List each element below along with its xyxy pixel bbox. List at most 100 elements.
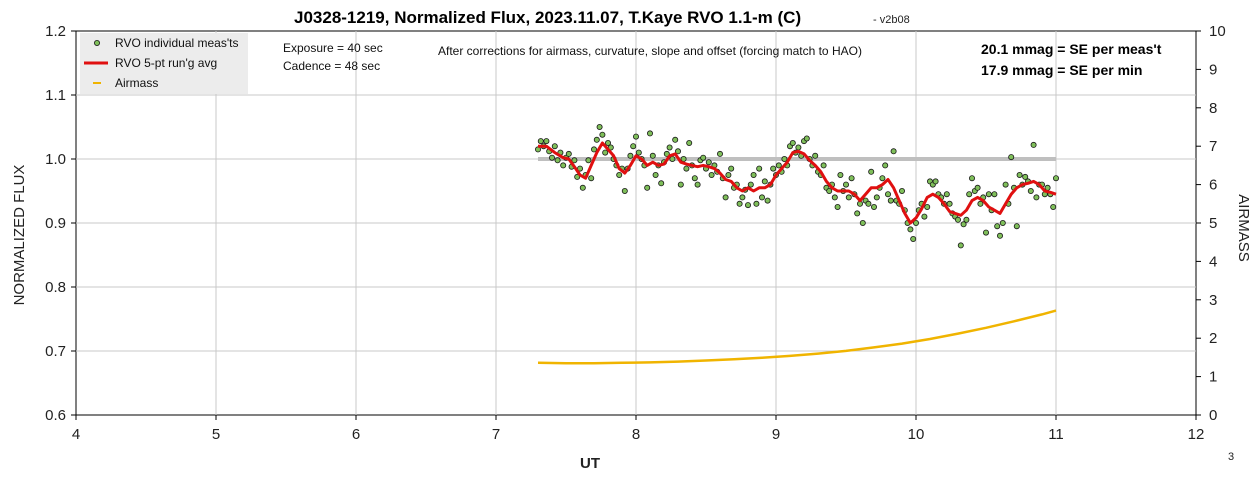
x-tick-label: 4 — [72, 426, 80, 443]
y-tick-label: 0.8 — [45, 279, 66, 296]
measurement-point — [1053, 175, 1060, 182]
x-tick-label: 11 — [1048, 426, 1064, 443]
measurement-point — [999, 219, 1006, 226]
se-min-note: 17.9 mmag = SE per min — [981, 62, 1142, 78]
x-tick-label: 8 — [632, 426, 640, 443]
measurement-point — [761, 178, 768, 185]
y2-axis-label: AIRMASS — [1235, 194, 1252, 262]
measurement-point — [675, 148, 682, 155]
measurement-point — [596, 124, 603, 131]
measurement-point — [644, 184, 651, 191]
y-tick-label: 1.1 — [45, 87, 66, 104]
measurement-point — [826, 187, 833, 194]
measurement-point — [680, 155, 687, 162]
measurement-point — [691, 175, 698, 182]
measurement-point — [725, 171, 732, 178]
measurement-point — [983, 229, 990, 236]
measurement-point — [899, 187, 906, 194]
measurement-point — [977, 200, 984, 207]
x-axis-label: UT — [580, 455, 600, 472]
y-tick-label: 0.9 — [45, 215, 66, 232]
measurement-point — [854, 210, 861, 217]
measurement-point — [943, 191, 950, 198]
measurement-point — [658, 180, 665, 187]
measurement-point — [722, 194, 729, 201]
measurement-point — [1033, 194, 1040, 201]
measurement-point — [957, 242, 964, 249]
measurement-point — [602, 149, 609, 156]
measurement-point — [820, 162, 827, 169]
y-tick-label: 1.2 — [45, 23, 66, 40]
measurement-point — [969, 175, 976, 182]
measurement-point — [574, 173, 581, 180]
measurement-point — [1008, 154, 1015, 161]
measurement-point — [759, 194, 766, 201]
measurement-point — [756, 165, 763, 172]
y2-tick-label: 6 — [1209, 177, 1217, 194]
measurement-point — [974, 184, 981, 191]
measurement-point — [745, 202, 752, 209]
measurement-point — [621, 187, 628, 194]
x-tick-label: 10 — [908, 426, 925, 443]
y2-tick-label: 8 — [1209, 100, 1217, 117]
measurement-point — [565, 150, 572, 157]
measurement-point — [672, 136, 679, 143]
chart-title-suffix: - v2b08 — [873, 14, 910, 26]
measurement-point — [683, 165, 690, 172]
se-meas-note: 20.1 mmag = SE per meas't — [981, 41, 1162, 57]
x-tick-label: 6 — [352, 426, 360, 443]
measurement-point — [910, 235, 917, 242]
measurement-point — [879, 175, 886, 182]
measurement-point — [549, 154, 556, 161]
legend: RVO individual meas'ts RVO 5-pt run'g av… — [80, 33, 248, 94]
measurement-point — [1027, 187, 1034, 194]
measurement-point — [543, 138, 550, 145]
measurement-point — [812, 152, 819, 159]
measurement-point — [1002, 181, 1009, 188]
measurement-point — [753, 200, 760, 207]
chart-title: J0328-1219, Normalized Flux, 2023.11.07,… — [294, 8, 801, 27]
airmass-line — [537, 309, 1057, 365]
measurement-point — [677, 181, 684, 188]
y-tick-label: 0.7 — [45, 343, 66, 360]
measurement-point — [694, 181, 701, 188]
y2-tick-label: 2 — [1209, 330, 1217, 347]
legend-label-scatter: RVO individual meas'ts — [115, 36, 238, 50]
measurement-point — [591, 146, 598, 153]
measurement-point — [963, 216, 970, 223]
measurement-point — [991, 191, 998, 198]
measurement-point — [652, 171, 659, 178]
measurement-point — [966, 191, 973, 198]
measurement-point — [843, 181, 850, 188]
measurement-point — [907, 226, 914, 233]
measurement-point — [588, 175, 595, 182]
ticks-layer: 4 5 6 7 8 9 10 11 120.60.70.80.91.01.11.20123456… — [45, 23, 1226, 443]
y2-tick-label: 9 — [1209, 61, 1217, 78]
measurement-point — [537, 138, 544, 145]
measurement-point — [803, 135, 810, 142]
measurement-point — [1050, 203, 1057, 210]
y2-tick-label: 4 — [1209, 253, 1217, 270]
y2-tick-label: 5 — [1209, 215, 1217, 232]
measurement-point — [739, 194, 746, 201]
measurement-point — [994, 223, 1001, 230]
measurement-point — [708, 171, 715, 178]
legend-label-airmass: Airmass — [115, 76, 158, 90]
measurement-point — [616, 171, 623, 178]
measurement-point — [885, 191, 892, 198]
measurement-point — [666, 144, 673, 151]
measurement-point — [834, 203, 841, 210]
measurement-point — [599, 131, 606, 138]
measurement-point — [865, 200, 872, 207]
measurement-point — [845, 194, 852, 201]
legend-marker-scatter — [94, 40, 101, 47]
measurement-point — [946, 200, 953, 207]
measurement-point — [571, 157, 578, 164]
y2-tick-label: 10 — [1209, 23, 1226, 40]
measurement-point — [781, 155, 788, 162]
measurement-point — [770, 165, 777, 172]
cadence-note: Cadence = 48 sec — [283, 59, 380, 73]
measurement-point — [789, 139, 796, 146]
measurement-point — [955, 216, 962, 223]
